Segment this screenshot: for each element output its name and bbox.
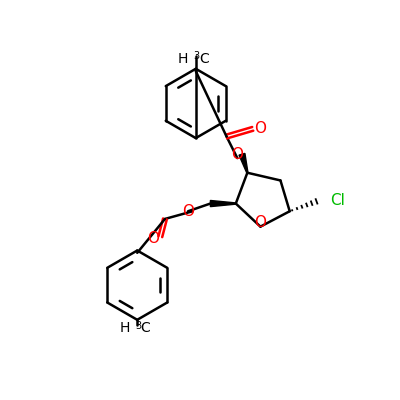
Text: O: O xyxy=(254,121,266,136)
Text: O: O xyxy=(231,147,243,162)
Polygon shape xyxy=(239,153,248,173)
Text: O: O xyxy=(147,231,159,246)
Text: 3: 3 xyxy=(135,320,141,330)
Text: O: O xyxy=(254,214,266,230)
Text: O: O xyxy=(182,204,194,219)
Text: H: H xyxy=(119,321,130,335)
Text: 3: 3 xyxy=(194,51,200,61)
Text: C: C xyxy=(199,52,208,66)
Text: H: H xyxy=(178,52,188,66)
Text: Cl: Cl xyxy=(330,193,345,208)
Polygon shape xyxy=(210,200,236,207)
Text: C: C xyxy=(140,321,150,335)
